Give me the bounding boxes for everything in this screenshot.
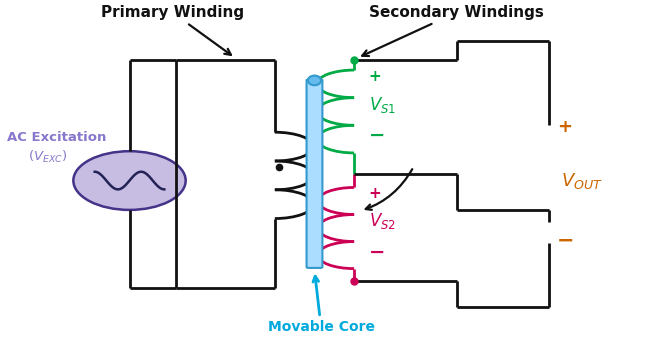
Text: $V_{OUT}$: $V_{OUT}$ — [561, 171, 603, 191]
FancyBboxPatch shape — [307, 79, 322, 268]
Ellipse shape — [308, 76, 321, 85]
Text: +: + — [369, 186, 381, 201]
Text: $(V_{EXC})$: $(V_{EXC})$ — [28, 149, 68, 165]
Text: $V_{S2}$: $V_{S2}$ — [369, 211, 396, 231]
Text: −: − — [369, 126, 385, 145]
Circle shape — [73, 151, 185, 210]
Text: $V_{S1}$: $V_{S1}$ — [369, 95, 396, 115]
Text: +: + — [369, 69, 381, 84]
Text: −: − — [557, 231, 575, 251]
Text: Movable Core: Movable Core — [267, 276, 375, 335]
Text: Primary Winding: Primary Winding — [101, 5, 244, 55]
Text: −: − — [369, 243, 385, 262]
Text: +: + — [557, 118, 572, 136]
Text: Secondary Windings: Secondary Windings — [362, 5, 544, 56]
Text: AC Excitation: AC Excitation — [7, 131, 107, 144]
